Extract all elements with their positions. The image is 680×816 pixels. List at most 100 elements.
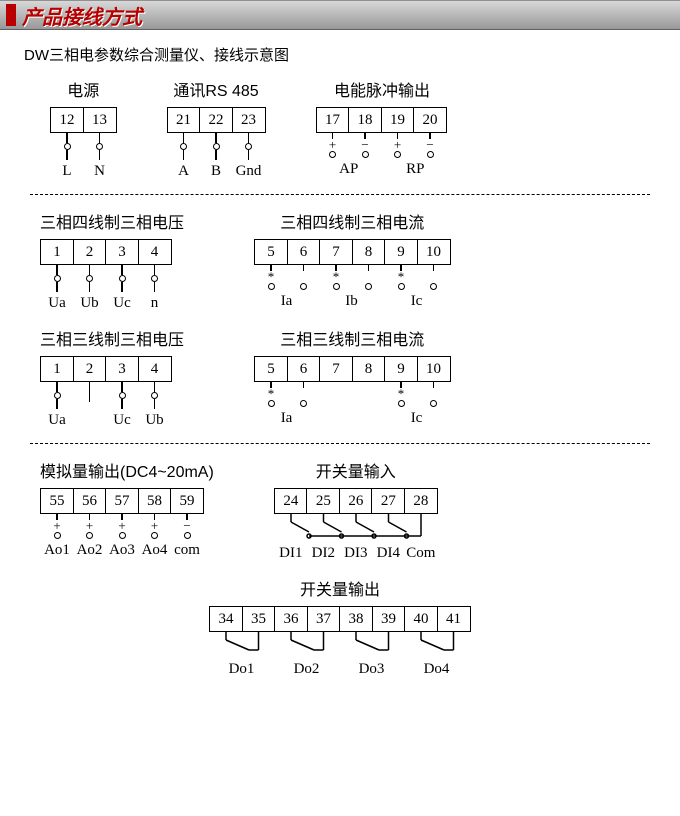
- pair-label: Do3: [339, 661, 404, 678]
- terminal: 35: [242, 606, 276, 632]
- terminal: 25: [306, 488, 340, 514]
- block-title: 开关量输入: [274, 458, 438, 482]
- terminal: 8: [352, 239, 386, 265]
- block-di: 开关量输入 24 25 26 27 28: [274, 458, 438, 562]
- terminal-label: Ao1: [44, 542, 70, 559]
- terminal-label: B: [211, 163, 221, 180]
- terminal-label: DI1: [279, 545, 302, 562]
- terminal: 9: [384, 356, 418, 382]
- terminal: 56: [73, 488, 107, 514]
- pair-label: RP: [382, 161, 449, 178]
- terminal: 26: [339, 488, 373, 514]
- block-title: 电源: [50, 77, 117, 101]
- terminal: 36: [274, 606, 308, 632]
- relay-icon: [209, 632, 471, 658]
- terminal: 3: [105, 239, 139, 265]
- block-title: 通讯RS 485: [167, 77, 266, 101]
- block-title: 三相四线制三相电流: [254, 209, 451, 233]
- terminal-label: n: [151, 295, 159, 312]
- terminal-label: com: [174, 542, 200, 559]
- terminal: 58: [138, 488, 172, 514]
- terminal: 6: [287, 239, 321, 265]
- terminal: 34: [209, 606, 243, 632]
- terminal: 23: [232, 107, 266, 133]
- terminal: 3: [105, 356, 139, 382]
- terminal: 7: [319, 356, 353, 382]
- terminal: 10: [417, 356, 451, 382]
- terminal: 5: [254, 356, 288, 382]
- block-power: 电源 12 13 L N: [50, 77, 117, 180]
- pair-label: AP: [316, 161, 383, 178]
- subtitle: DW三相电参数综合测量仪、接线示意图: [24, 44, 680, 65]
- pair-label: Ia: [254, 410, 319, 427]
- block-title: 三相三线制三相电压: [40, 326, 184, 350]
- terminal: 57: [105, 488, 139, 514]
- pair-label: Ic: [384, 293, 449, 310]
- terminal: 41: [437, 606, 471, 632]
- terminal: 1: [40, 356, 74, 382]
- terminal: 38: [339, 606, 373, 632]
- terminal-label: Ao4: [142, 542, 168, 559]
- block-pulse: 电能脉冲输出 17 18 19 20 + − + − AP RP: [316, 77, 449, 180]
- block-ao: 模拟量输出(DC4~20mA) 55 56 57 58 59 +Ao1 +Ao2…: [40, 458, 214, 562]
- block-title: 开关量输出: [209, 576, 471, 600]
- diagram-content: 电源 12 13 L N 通讯RS 485 21 22 23 A B Gnd: [0, 77, 680, 698]
- block-title: 模拟量输出(DC4~20mA): [40, 458, 214, 482]
- divider: [30, 443, 650, 444]
- pair-label: Do4: [404, 661, 469, 678]
- terminal-label: Uc: [113, 295, 131, 312]
- terminal: 40: [404, 606, 438, 632]
- terminal-label: L: [62, 163, 71, 180]
- terminal-label: DI4: [377, 545, 400, 562]
- terminal-label: N: [94, 163, 105, 180]
- block-i3w: 三相三线制三相电流 5 6 7 8 9 10 * * Ia Ic: [254, 326, 451, 429]
- terminal: 2: [73, 239, 107, 265]
- block-v3w: 三相三线制三相电压 1 2 3 4 Ua Uc Ub: [40, 326, 184, 429]
- terminal: 39: [372, 606, 406, 632]
- terminal: 4: [138, 239, 172, 265]
- terminal-label: DI2: [312, 545, 335, 562]
- terminal: 55: [40, 488, 74, 514]
- pair-label: Ia: [254, 293, 319, 310]
- terminal: 12: [50, 107, 84, 133]
- terminal-label: Uc: [113, 412, 131, 429]
- terminal: 8: [352, 356, 386, 382]
- terminal-label: Ua: [48, 412, 66, 429]
- block-title: 电能脉冲输出: [316, 77, 449, 101]
- terminal: 7: [319, 239, 353, 265]
- terminal: 28: [404, 488, 438, 514]
- terminal: 18: [348, 107, 382, 133]
- terminal: 24: [274, 488, 308, 514]
- terminal-label: Ua: [48, 295, 66, 312]
- terminal: 4: [138, 356, 172, 382]
- terminal: 17: [316, 107, 350, 133]
- terminal: 5: [254, 239, 288, 265]
- terminal-label: Ao2: [77, 542, 103, 559]
- terminal-label: Com: [406, 545, 435, 562]
- terminal: 20: [413, 107, 447, 133]
- block-title: 三相四线制三相电压: [40, 209, 184, 233]
- terminal-label: Ub: [80, 295, 98, 312]
- pair-label: Ib: [319, 293, 384, 310]
- terminal-label: Ub: [145, 412, 163, 429]
- terminal-label: Gnd: [236, 163, 262, 180]
- terminal-label: DI3: [344, 545, 367, 562]
- terminal: 6: [287, 356, 321, 382]
- block-title: 三相三线制三相电流: [254, 326, 451, 350]
- terminal: 21: [167, 107, 201, 133]
- block-do: 开关量输出 34 35 36 37 38 39 40 41: [209, 576, 471, 678]
- terminal-label: Ao3: [109, 542, 135, 559]
- pair-label: Do2: [274, 661, 339, 678]
- terminal: 37: [307, 606, 341, 632]
- page-title: 产品接线方式: [22, 1, 142, 30]
- terminal-label: A: [178, 163, 189, 180]
- terminal: 2: [73, 356, 107, 382]
- terminal: 27: [371, 488, 405, 514]
- divider: [30, 194, 650, 195]
- terminal: 22: [199, 107, 233, 133]
- pair-label: Ic: [384, 410, 449, 427]
- accent-block: [6, 4, 16, 26]
- pair-label: Do1: [209, 661, 274, 678]
- switch-icon: [274, 514, 438, 542]
- block-i4w: 三相四线制三相电流 5 6 7 8 9 10 * * * Ia Ib Ic: [254, 209, 451, 312]
